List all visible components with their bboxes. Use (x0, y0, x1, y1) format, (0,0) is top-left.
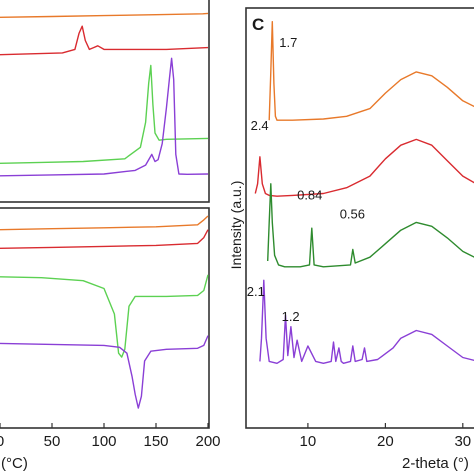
dsc-bottom-x-tick-label-50: 50 (44, 433, 61, 450)
dsc-bottom-x-ticks: 0 50 100 150 200 (0, 423, 221, 450)
dsc-bottom-x-tick-label-200: 200 (195, 433, 220, 450)
dsc-bottom-x-tick-label-0: 0 (0, 433, 4, 450)
xrd-series-3-line (267, 183, 474, 268)
dsc-bottom-series-2-line (0, 229, 209, 249)
xrd-curves (254, 21, 474, 364)
xrd-y-axis-label: Intensity (a.u.) (228, 181, 244, 270)
dsc-top-series-4-line (0, 57, 209, 177)
dsc-top-frame (0, 0, 210, 203)
xrd-peak-label-4: 0.56 (340, 207, 365, 222)
dsc-bottom-x-tick-label-100: 100 (91, 433, 116, 450)
dsc-bottom-frame (0, 207, 210, 429)
xrd-peak-label-1: 1.7 (279, 35, 297, 50)
xrd-x-tick-label-20: 20 (377, 433, 394, 450)
xrd-peak-label-2: 2.4 (251, 118, 269, 133)
xrd-x-axis-label: 2-theta (°) (402, 455, 469, 472)
dsc-top-panel (0, 0, 210, 203)
xrd-peak-label-6: 1.2 (282, 309, 300, 324)
dsc-bottom-x-axis-label: T (°C) (0, 455, 28, 472)
dsc-top-curves (0, 12, 209, 177)
xrd-x-tick-label-30: 30 (454, 433, 471, 450)
xrd-x-tick-label-10: 10 (300, 433, 317, 450)
dsc-bottom-panel: 0 50 100 150 200 T (°C) (0, 207, 221, 472)
xrd-frame (245, 7, 474, 429)
xrd-x-ticks: 10 20 30 (300, 423, 471, 450)
dsc-bottom-curves (0, 215, 209, 409)
xrd-series-4-line (259, 279, 474, 364)
dsc-top-series-2-line (0, 25, 209, 56)
dsc-bottom-series-1-line (0, 215, 209, 231)
xrd-series-2-line (254, 138, 474, 197)
xrd-peak-annotations: 1.7 2.4 0.84 0.56 2.1 1.2 (247, 35, 365, 324)
xrd-peak-label-5: 2.1 (247, 284, 265, 299)
dsc-bottom-x-tick-label-150: 150 (143, 433, 168, 450)
dsc-top-series-3-line (0, 64, 209, 164)
xrd-series-1-line (268, 21, 474, 121)
xrd-peak-label-3: 0.84 (297, 187, 322, 202)
dsc-bottom-series-4-line (0, 335, 209, 409)
dsc-top-series-1-line (0, 12, 209, 18)
dsc-bottom-series-3-line (0, 274, 209, 358)
panel-c-letter: C (252, 15, 264, 34)
xrd-panel: C 1.7 2.4 0.84 0.56 2.1 1.2 10 20 30 Intensity … (228, 7, 474, 472)
